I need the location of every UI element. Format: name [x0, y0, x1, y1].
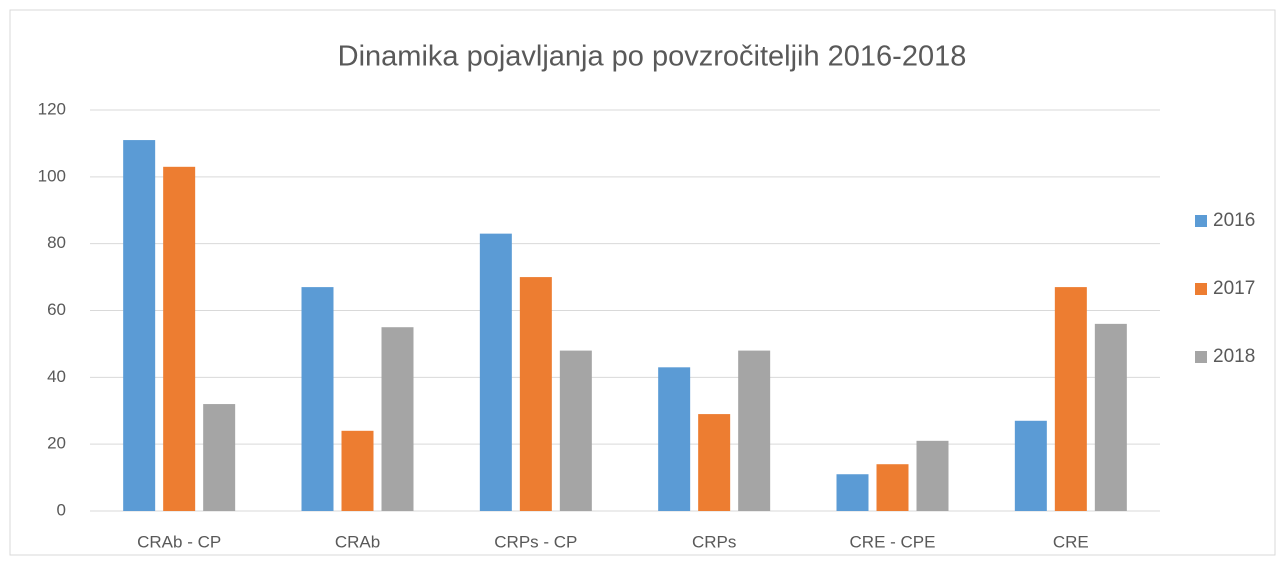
- bar: [341, 430, 374, 511]
- bar: [559, 350, 592, 511]
- legend-swatch: [1195, 283, 1207, 295]
- bar: [301, 287, 334, 511]
- bar: [163, 166, 196, 511]
- bar: [916, 440, 949, 511]
- x-tick-label: CRE - CPE: [850, 532, 936, 551]
- legend-label: 2016: [1213, 210, 1255, 231]
- y-tick-label: 80: [47, 233, 66, 252]
- bar: [1094, 323, 1127, 511]
- x-tick-label: CRPs: [692, 532, 736, 551]
- x-tick-label: CRPs - CP: [494, 532, 577, 551]
- y-tick-label: 60: [47, 300, 66, 319]
- bar: [738, 350, 771, 511]
- legend-swatch: [1195, 215, 1207, 227]
- x-tick-label: CRE: [1053, 532, 1089, 551]
- y-tick-label: 0: [57, 500, 66, 519]
- bar: [876, 464, 909, 511]
- bar: [479, 233, 512, 511]
- bar: [381, 327, 414, 511]
- y-tick-label: 20: [47, 434, 66, 453]
- bar: [698, 414, 731, 511]
- x-tick-label: CRAb - CP: [137, 532, 221, 551]
- bar: [203, 404, 236, 511]
- bar: [1014, 420, 1047, 511]
- legend-swatch: [1195, 351, 1207, 363]
- bar: [658, 367, 691, 511]
- legend-label: 2017: [1213, 278, 1255, 299]
- bar: [519, 277, 552, 511]
- y-tick-label: 40: [47, 367, 66, 386]
- y-tick-label: 120: [38, 99, 66, 118]
- bar: [123, 140, 156, 511]
- chart-title: Dinamika pojavljanja po povzročiteljih 2…: [338, 41, 967, 73]
- y-tick-label: 100: [38, 166, 66, 185]
- bar: [836, 474, 869, 511]
- legend-label: 2018: [1213, 346, 1255, 367]
- bar: [1054, 287, 1087, 511]
- x-tick-label: CRAb: [335, 532, 380, 551]
